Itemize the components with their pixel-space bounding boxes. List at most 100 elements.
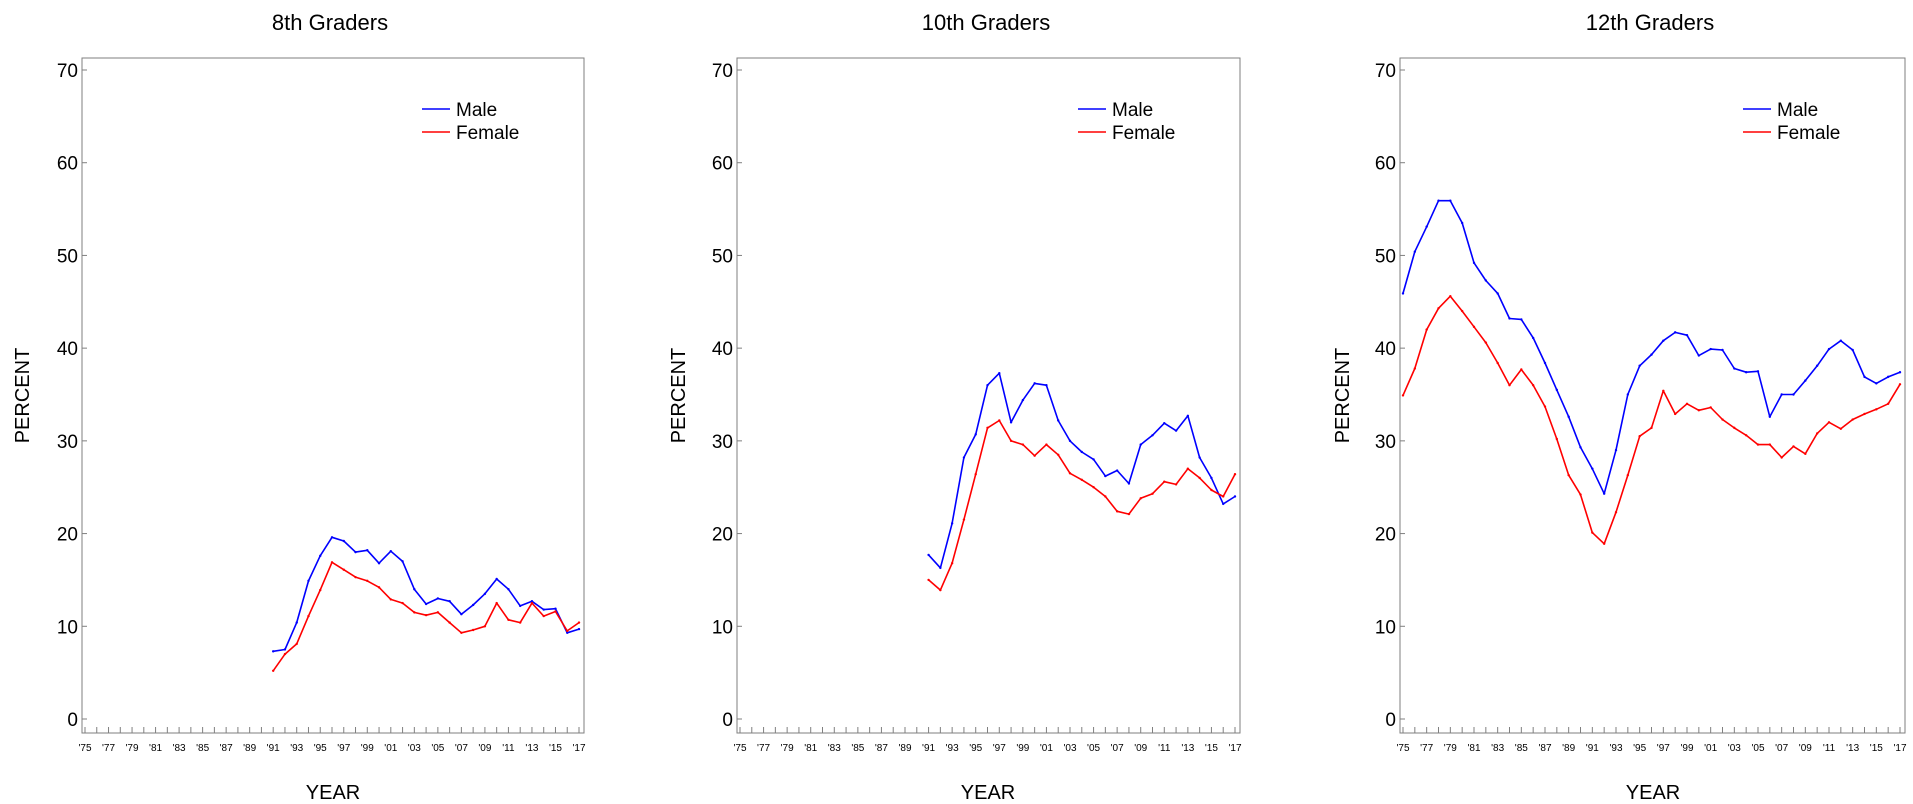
data-point-female <box>554 610 557 613</box>
x-tick-label: '83 <box>828 743 841 754</box>
x-tick-label: '17 <box>1228 743 1241 754</box>
data-point-female <box>1650 426 1653 430</box>
y-tick-label: 30 <box>1375 432 1396 453</box>
x-tick-label: '77 <box>1420 743 1433 754</box>
data-point-female <box>1875 408 1878 411</box>
data-point-male <box>1496 292 1499 295</box>
data-point-male <box>1591 467 1594 470</box>
x-tick-label: '89 <box>898 743 911 754</box>
data-point-female <box>986 426 989 430</box>
data-point-male <box>1650 353 1653 356</box>
data-point-female <box>283 652 287 656</box>
legend-label-male: Male <box>1112 100 1153 121</box>
x-tick-label: '81 <box>1467 743 1480 754</box>
x-tick-label: '01 <box>1704 743 1717 754</box>
y-tick-label: 30 <box>712 432 733 453</box>
data-point-female <box>460 631 463 634</box>
x-axis-label: YEAR <box>1626 782 1680 804</box>
x-tick-label: '93 <box>946 743 959 754</box>
data-point-female <box>271 669 275 672</box>
data-point-male <box>1579 446 1582 449</box>
x-tick-label: '81 <box>149 743 162 754</box>
data-point-male <box>1531 336 1535 340</box>
y-tick-label: 60 <box>712 154 733 175</box>
data-point-female <box>307 614 310 618</box>
data-point-male <box>1721 348 1724 352</box>
x-tick-label: '83 <box>1491 743 1504 754</box>
data-point-female <box>1886 402 1890 405</box>
x-tick-label: '07 <box>1111 743 1124 754</box>
data-point-male <box>1875 382 1878 385</box>
x-tick-label: '05 <box>1751 743 1764 754</box>
data-point-female <box>354 575 357 579</box>
x-tick-label: '99 <box>1016 743 1029 754</box>
x-tick-label: '97 <box>337 743 350 754</box>
data-point-male <box>1210 476 1213 480</box>
x-tick-label: '79 <box>781 743 794 754</box>
x-tick-label: '05 <box>1087 743 1100 754</box>
data-point-female <box>1496 361 1499 365</box>
x-tick-label: '09 <box>1134 743 1147 754</box>
data-point-male <box>1555 388 1559 392</box>
data-point-male <box>1115 469 1119 472</box>
y-tick-label: 30 <box>57 432 78 453</box>
data-point-male <box>1437 199 1440 202</box>
data-point-male <box>1839 339 1843 342</box>
data-point-male <box>1127 482 1131 485</box>
data-point-male <box>507 588 510 591</box>
data-point-male <box>271 650 275 653</box>
data-point-female <box>448 621 451 624</box>
x-tick-label: '13 <box>1181 743 1194 754</box>
chart-panel-2: 10th Graders 0 10 20 30 40 50 60 70 '75 '77 '79 '81 '… <box>668 10 1242 804</box>
data-point-female <box>1567 473 1570 477</box>
series-line-female <box>928 419 1236 591</box>
data-point-male <box>471 603 475 607</box>
data-point-male <box>1815 364 1819 367</box>
x-tick-label: '05 <box>431 743 444 754</box>
data-point-male <box>554 607 557 610</box>
x-tick-label: '97 <box>993 743 1006 754</box>
x-tick-label: '95 <box>314 743 327 754</box>
x-tick-label: '15 <box>1870 743 1883 754</box>
data-point-female <box>1413 367 1417 370</box>
y-tick-label: 20 <box>57 525 78 546</box>
data-point-female <box>495 601 498 605</box>
data-point-female <box>1709 406 1712 409</box>
data-point-male <box>1863 375 1866 379</box>
y-tick-label: 50 <box>712 246 733 267</box>
y-tick-label: 60 <box>57 154 78 175</box>
data-point-female <box>962 518 966 521</box>
data-point-male <box>1756 370 1760 373</box>
data-point-male <box>566 631 569 634</box>
data-point-female <box>1626 473 1630 477</box>
data-point-male <box>1543 361 1547 365</box>
data-point-male <box>1092 458 1095 461</box>
data-point-male <box>1401 292 1405 295</box>
x-tick-label: '15 <box>1205 743 1218 754</box>
data-point-female <box>1021 443 1025 446</box>
data-point-female <box>295 642 298 646</box>
data-point-male <box>1697 354 1701 357</box>
y-tick-label: 70 <box>1375 61 1396 82</box>
data-point-male <box>1222 502 1225 506</box>
data-point-male <box>1638 364 1641 367</box>
data-point-female <box>1057 453 1060 456</box>
y-tick-label: 20 <box>1375 525 1396 546</box>
data-point-female <box>424 613 428 617</box>
x-tick-label: '97 <box>1657 743 1670 754</box>
data-point-male <box>1851 348 1854 352</box>
x-tick-label: '87 <box>220 743 233 754</box>
data-point-female <box>1851 418 1854 421</box>
data-point-female <box>1460 309 1464 313</box>
x-tick-label: '01 <box>1040 743 1053 754</box>
x-tick-label: '85 <box>196 743 209 754</box>
data-point-female <box>1602 542 1606 545</box>
data-point-female <box>1198 476 1201 480</box>
x-tick-label: '17 <box>1893 743 1906 754</box>
data-point-female <box>950 562 954 565</box>
data-point-male <box>1733 367 1736 370</box>
legend-label-female: Female <box>456 123 519 144</box>
x-tick-label: '07 <box>1775 743 1788 754</box>
